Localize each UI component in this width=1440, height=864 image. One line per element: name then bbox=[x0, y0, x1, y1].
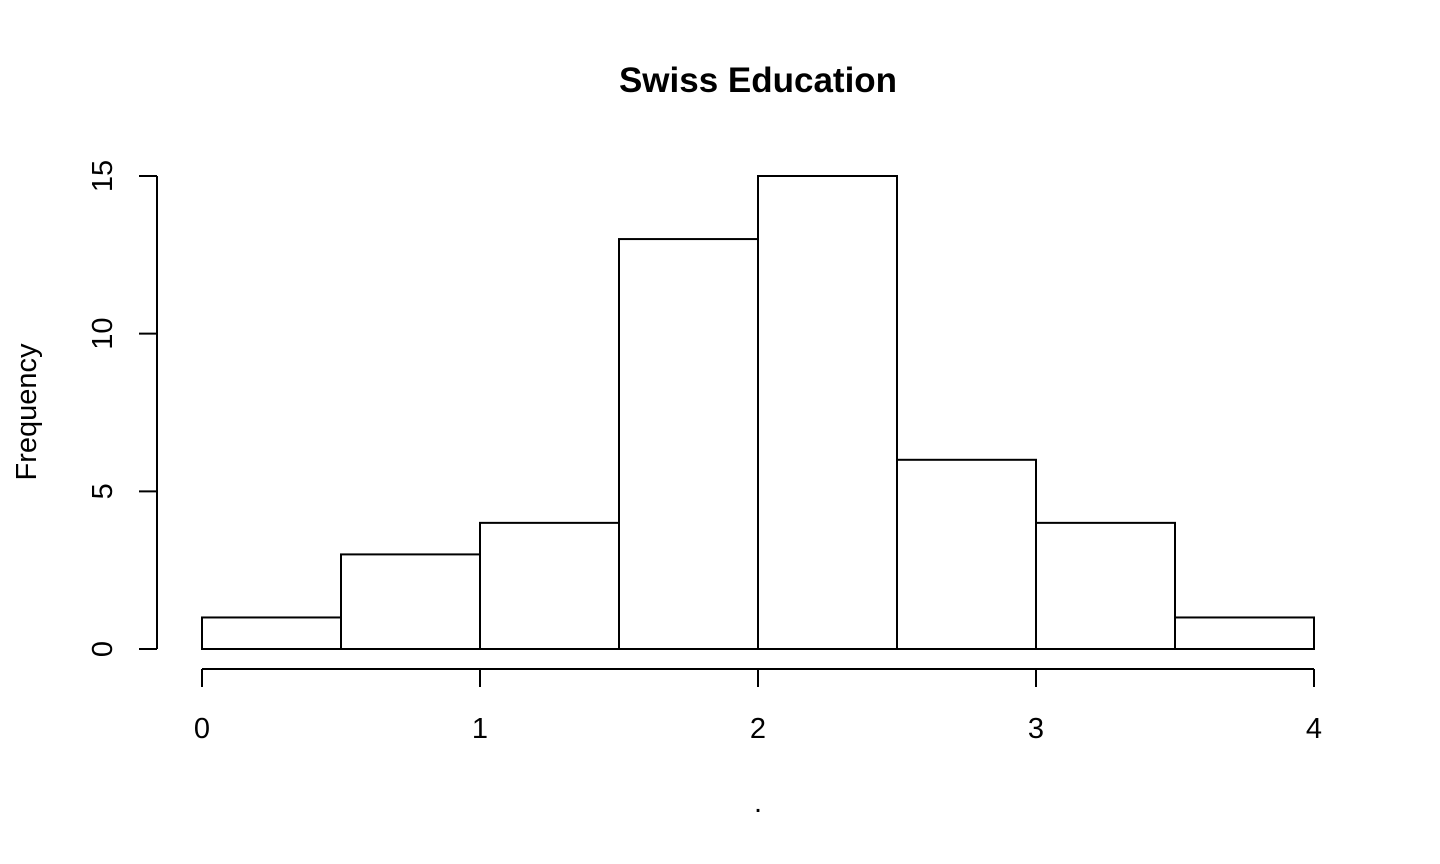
histogram-bar-7 bbox=[1174, 616, 1315, 651]
histogram-bar-2 bbox=[479, 521, 620, 650]
y-tick-label-15: 15 bbox=[87, 160, 119, 192]
x-axis-label: . bbox=[754, 787, 762, 819]
x-tick-label-0: 0 bbox=[194, 713, 210, 745]
x-tick-label-4: 4 bbox=[1306, 713, 1322, 745]
histogram-bars bbox=[201, 175, 1315, 651]
y-tick-label-0: 0 bbox=[87, 641, 119, 657]
y-tick-label-10: 10 bbox=[87, 318, 119, 350]
histogram-bar-6 bbox=[1035, 521, 1176, 650]
x-tick-label-1: 1 bbox=[472, 713, 488, 745]
histogram-bar-3 bbox=[618, 238, 759, 650]
y-axis-label: Frequency bbox=[11, 343, 43, 481]
x-tick-label-3: 3 bbox=[1028, 713, 1044, 745]
histogram-bar-5 bbox=[896, 458, 1037, 650]
y-axis: 0 5 10 15 bbox=[87, 160, 158, 657]
histogram-bar-4 bbox=[757, 175, 898, 650]
x-tick-label-2: 2 bbox=[750, 713, 766, 745]
histogram-bar-0 bbox=[201, 616, 342, 651]
histogram-bar-1 bbox=[340, 553, 481, 651]
chart-title: Swiss Education bbox=[619, 61, 897, 100]
y-tick-label-5: 5 bbox=[87, 483, 119, 499]
x-axis: 0 1 2 3 4 bbox=[194, 668, 1322, 745]
